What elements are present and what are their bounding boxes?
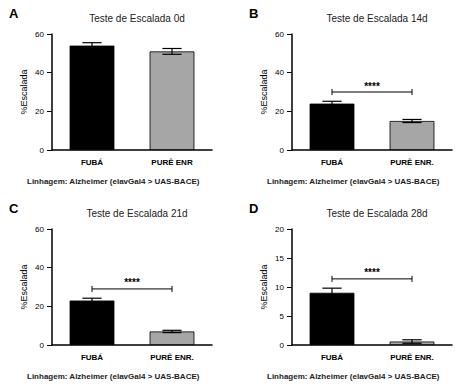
svg-text:Linhagem: Alzheimer (elavGal4: Linhagem: Alzheimer (elavGal4 > UAS-BACE… [267,372,440,381]
svg-text:Teste de Escalada 0d: Teste de Escalada 0d [89,13,185,24]
svg-text:0: 0 [280,341,285,350]
svg-text:%Escalada: %Escalada [259,69,269,114]
svg-text:20: 20 [275,107,284,116]
svg-text:****: **** [124,277,140,288]
svg-text:15: 15 [275,254,284,263]
svg-text:Teste de Escalada 14d: Teste de Escalada 14d [326,13,427,24]
svg-text:40: 40 [35,263,44,272]
svg-text:40: 40 [275,68,284,77]
svg-text:PURÊ ENR.: PURÊ ENR. [390,353,434,362]
svg-text:60: 60 [275,30,284,39]
svg-text:0: 0 [40,146,45,155]
svg-text:40: 40 [35,68,44,77]
svg-text:PURÊ ENR.: PURÊ ENR. [150,353,194,362]
svg-text:D: D [249,201,258,216]
svg-text:FUBÁ: FUBÁ [321,158,343,167]
svg-text:****: **** [364,81,380,92]
svg-text:A: A [9,6,19,21]
svg-text:60: 60 [35,30,44,39]
svg-text:20: 20 [35,302,44,311]
svg-text:Linhagem: Alzheimer (elavGal4: Linhagem: Alzheimer (elavGal4 > UAS-BACE… [27,177,200,186]
svg-text:%Escalada: %Escalada [19,69,29,114]
svg-text:Linhagem: Alzheimer (elavGal4: Linhagem: Alzheimer (elavGal4 > UAS-BACE… [27,372,200,381]
svg-text:0: 0 [280,146,285,155]
svg-text:10: 10 [275,283,284,292]
svg-text:Linhagem: Alzheimer (elavGal4: Linhagem: Alzheimer (elavGal4 > UAS-BACE… [267,177,440,186]
svg-text:%Escalada: %Escalada [259,264,269,309]
svg-text:60: 60 [35,225,44,234]
svg-text:20: 20 [35,107,44,116]
svg-text:5: 5 [280,312,285,321]
svg-text:0: 0 [40,341,45,350]
svg-text:PURÊ ENR.: PURÊ ENR. [390,158,434,167]
svg-text:FUBÁ: FUBÁ [321,353,343,362]
svg-text:****: **** [364,267,380,278]
svg-text:Teste de Escalada 28d: Teste de Escalada 28d [326,208,427,219]
svg-text:B: B [249,6,258,21]
svg-text:FUBÁ: FUBÁ [81,353,103,362]
svg-text:Teste de Escalada 21d: Teste de Escalada 21d [86,208,187,219]
svg-text:%Escalada: %Escalada [19,264,29,309]
svg-text:PURÊ ENR: PURÊ ENR [151,158,193,167]
svg-text:FUBÁ: FUBÁ [81,158,103,167]
svg-text:20: 20 [275,225,284,234]
svg-text:C: C [9,201,19,216]
